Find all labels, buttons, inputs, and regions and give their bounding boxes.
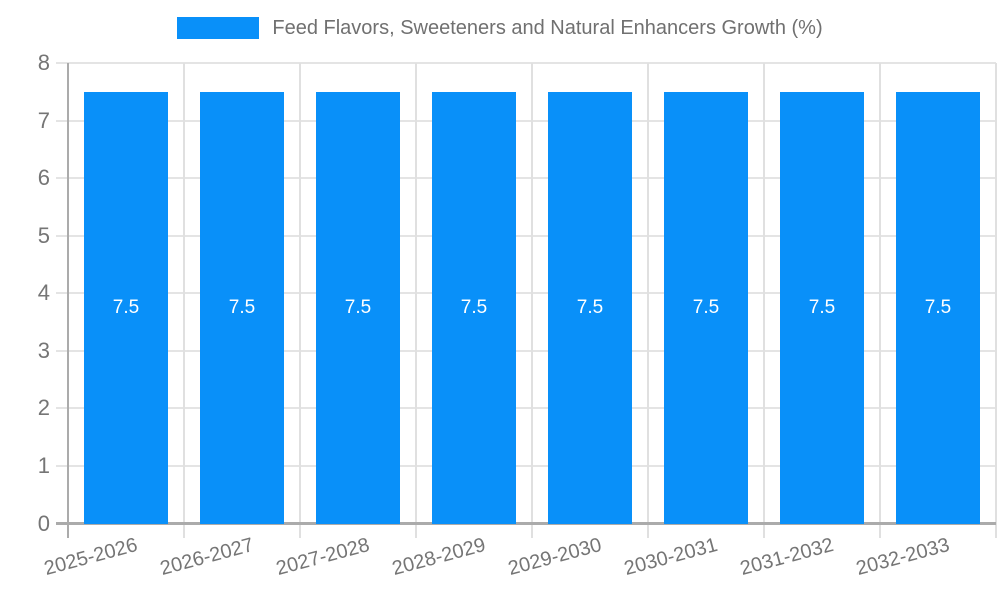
gridline-horizontal [56, 292, 996, 295]
gridline-vertical [879, 63, 881, 538]
y-axis-tick-label: 5 [37, 222, 50, 248]
gridline-horizontal [56, 349, 996, 352]
bar [200, 91, 284, 524]
gridline-horizontal [56, 407, 996, 410]
y-axis-tick-label: 7 [37, 107, 50, 133]
bar-value-label: 7.5 [228, 296, 256, 318]
bar-value-label: 7.5 [576, 296, 604, 318]
gridline-horizontal [56, 62, 996, 64]
gridline-horizontal [56, 464, 996, 467]
bar-value-label: 7.5 [460, 296, 488, 318]
bar-value-label: 7.5 [808, 296, 836, 318]
y-axis-tick-label: 4 [37, 280, 50, 306]
y-axis-tick-label: 8 [37, 50, 50, 75]
bar [432, 91, 516, 524]
y-axis-tick-label: 1 [37, 452, 50, 478]
y-axis-tick-label: 0 [37, 510, 50, 536]
gridline-vertical [299, 63, 301, 538]
chart-title: Feed Flavors, Sweeteners and Natural Enh… [272, 17, 823, 39]
y-axis-tick-label: 2 [37, 395, 50, 421]
bar [896, 91, 980, 524]
x-axis-line [56, 522, 996, 525]
gridline-vertical [763, 63, 765, 538]
gridline-horizontal [56, 234, 996, 237]
gridline-vertical [531, 63, 533, 538]
y-axis-line [67, 63, 69, 538]
gridline-horizontal [56, 177, 996, 180]
chart-legend: Feed Flavors, Sweeteners and Natural Enh… [0, 16, 1000, 40]
bar-value-label: 7.5 [692, 296, 720, 318]
bar [548, 91, 632, 524]
legend-swatch [177, 17, 260, 39]
gridline-horizontal [56, 119, 996, 122]
gridline-vertical [647, 63, 649, 538]
bar [316, 91, 400, 524]
bar [84, 91, 168, 524]
bar-value-label: 7.5 [344, 296, 372, 318]
bar [780, 91, 864, 524]
y-axis-tick-label: 6 [37, 165, 50, 191]
gridline-vertical [183, 63, 185, 538]
y-axis-tick-label: 3 [37, 337, 50, 363]
bar [664, 91, 748, 524]
bar-value-label: 7.5 [112, 296, 140, 318]
gridline-vertical [995, 63, 997, 538]
gridline-vertical [415, 63, 417, 538]
bar-value-label: 7.5 [924, 296, 952, 318]
